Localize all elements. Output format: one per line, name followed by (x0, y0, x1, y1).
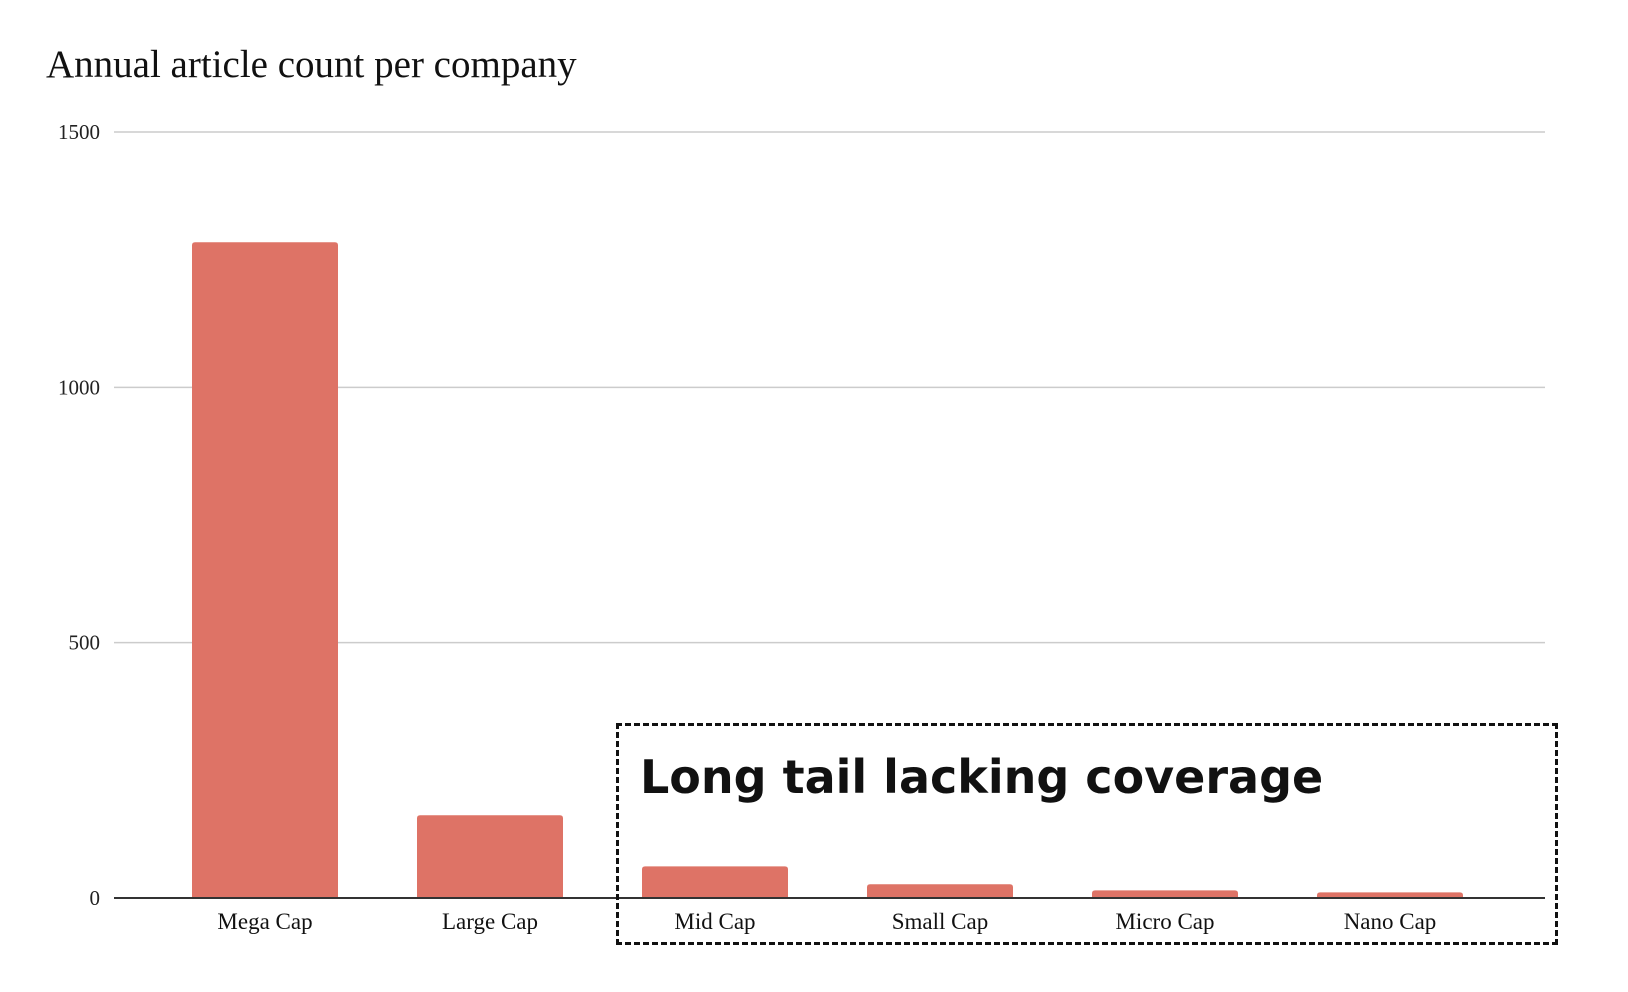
chart-title: Annual article count per company (46, 43, 577, 86)
x-tick-label: Nano Cap (1344, 909, 1437, 934)
bar (1092, 890, 1238, 898)
bar (417, 815, 563, 898)
bar (1317, 892, 1463, 898)
x-tick-label: Large Cap (442, 909, 538, 934)
y-tick-label: 500 (69, 631, 101, 655)
bar (642, 866, 788, 898)
y-tick-label: 1500 (58, 120, 100, 144)
x-tick-label: Mega Cap (217, 909, 312, 934)
bar (867, 884, 1013, 898)
y-tick-label: 1000 (58, 375, 100, 399)
bar (192, 242, 338, 898)
y-tick-label: 0 (90, 886, 101, 910)
x-tick-label: Mid Cap (674, 909, 755, 934)
annotation-box (616, 723, 1558, 945)
x-tick-label: Micro Cap (1115, 909, 1214, 934)
x-tick-label: Small Cap (892, 909, 988, 934)
annotation-text: Long tail lacking coverage (640, 750, 1324, 804)
